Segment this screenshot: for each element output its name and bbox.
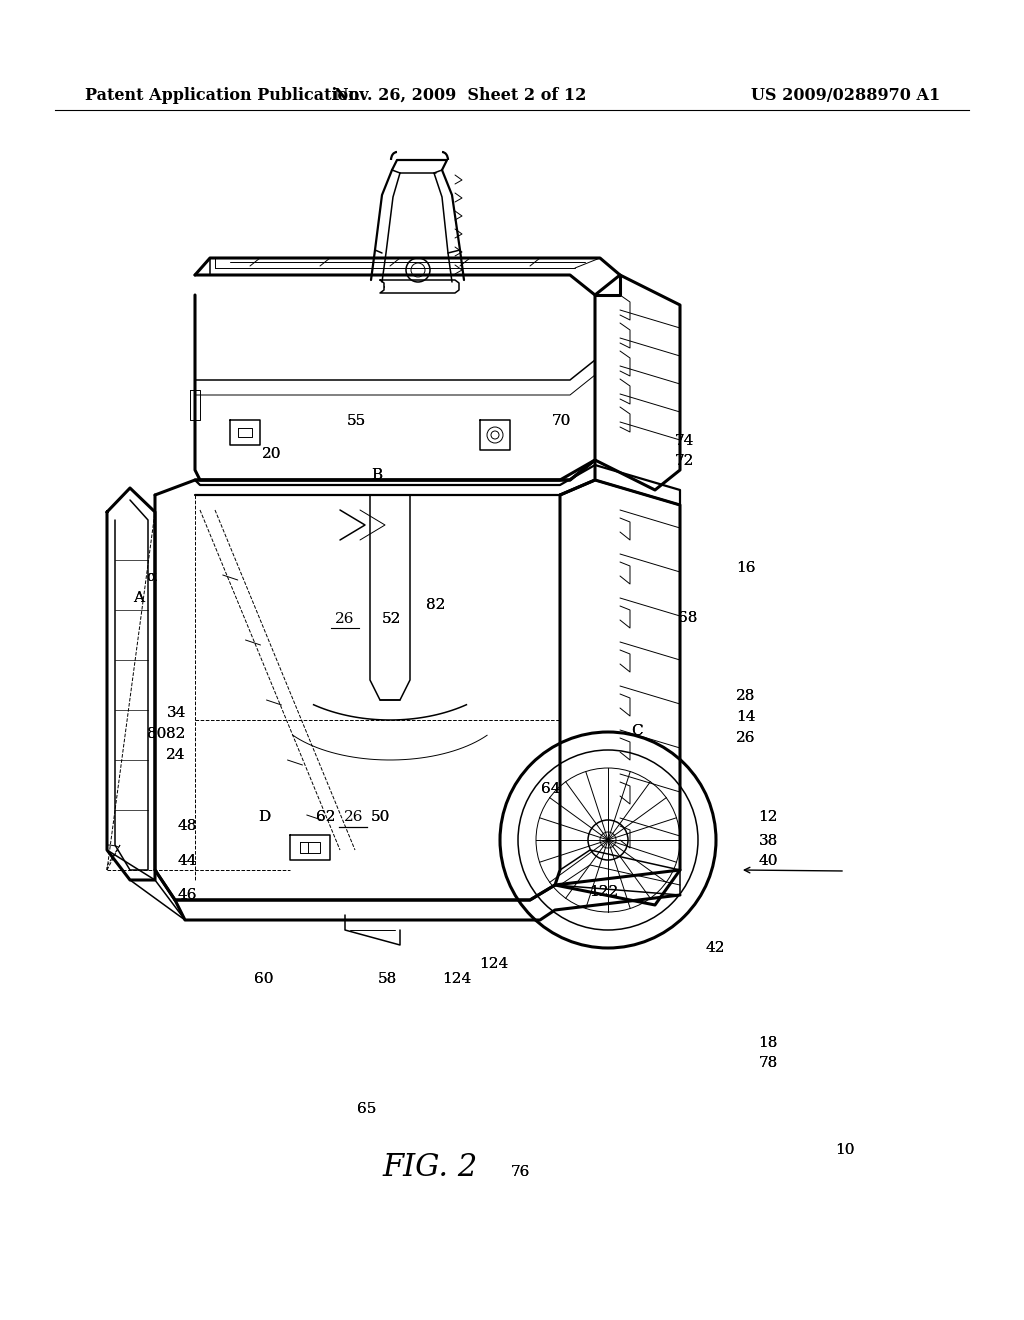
- Text: D: D: [258, 810, 270, 824]
- Text: 76: 76: [511, 1166, 529, 1179]
- Text: 50: 50: [372, 810, 390, 824]
- Text: 14: 14: [735, 710, 756, 723]
- Text: 122: 122: [590, 886, 618, 899]
- Text: 65: 65: [357, 1102, 376, 1115]
- Text: 58: 58: [378, 973, 396, 986]
- Text: US 2009/0288970 A1: US 2009/0288970 A1: [751, 87, 940, 103]
- Text: 20: 20: [261, 447, 282, 461]
- Text: 82: 82: [167, 727, 185, 741]
- Text: 40: 40: [758, 854, 778, 867]
- Text: 12: 12: [758, 810, 778, 824]
- Text: 55: 55: [347, 414, 366, 428]
- Text: 82: 82: [167, 727, 185, 741]
- Text: 44: 44: [177, 854, 198, 867]
- Text: 122: 122: [590, 886, 618, 899]
- Text: 42: 42: [705, 941, 725, 954]
- Text: 65: 65: [357, 1102, 376, 1115]
- Text: 40: 40: [758, 854, 778, 867]
- Text: 50: 50: [372, 810, 390, 824]
- Text: 48: 48: [178, 820, 197, 833]
- Text: 18: 18: [759, 1036, 777, 1049]
- Text: 82: 82: [426, 598, 444, 611]
- Text: A: A: [133, 591, 143, 605]
- Text: Nov. 26, 2009  Sheet 2 of 12: Nov. 26, 2009 Sheet 2 of 12: [334, 87, 586, 103]
- Text: 70: 70: [552, 414, 570, 428]
- Text: 34: 34: [167, 706, 185, 719]
- Text: 20: 20: [261, 447, 282, 461]
- Text: 44: 44: [177, 854, 198, 867]
- Text: 26: 26: [335, 612, 354, 626]
- Text: D: D: [258, 810, 270, 824]
- Text: 60: 60: [254, 973, 274, 986]
- Text: Patent Application Publication: Patent Application Publication: [85, 87, 359, 103]
- Text: 12: 12: [758, 810, 778, 824]
- Text: 16: 16: [735, 561, 756, 574]
- Text: 48: 48: [178, 820, 197, 833]
- Text: 74: 74: [675, 434, 693, 447]
- Text: 76: 76: [511, 1166, 529, 1179]
- Text: B: B: [372, 469, 382, 482]
- Text: C: C: [631, 725, 643, 738]
- Text: 70: 70: [552, 414, 570, 428]
- Text: 72: 72: [675, 454, 693, 467]
- Text: 62: 62: [315, 810, 336, 824]
- Text: 68: 68: [679, 611, 697, 624]
- Text: 78: 78: [759, 1056, 777, 1069]
- Text: 58: 58: [378, 973, 396, 986]
- Text: 10: 10: [835, 1143, 855, 1156]
- Text: 26: 26: [735, 731, 756, 744]
- Text: 52: 52: [382, 612, 400, 626]
- Text: 46: 46: [177, 888, 198, 902]
- Text: C: C: [631, 725, 643, 738]
- Text: 28: 28: [736, 689, 755, 702]
- Text: 24: 24: [166, 748, 186, 762]
- Text: 26: 26: [735, 731, 756, 744]
- Text: 55: 55: [347, 414, 366, 428]
- Text: 18: 18: [759, 1036, 777, 1049]
- Text: 74: 74: [675, 434, 693, 447]
- Text: 52: 52: [382, 612, 400, 626]
- Text: α: α: [146, 570, 157, 583]
- Text: 124: 124: [479, 957, 508, 970]
- Text: 38: 38: [759, 834, 777, 847]
- Text: 80: 80: [147, 727, 166, 741]
- Text: FIG. 2: FIG. 2: [382, 1152, 477, 1184]
- Text: 124: 124: [442, 973, 471, 986]
- Text: 72: 72: [675, 454, 693, 467]
- Text: 124: 124: [442, 973, 471, 986]
- Text: 24: 24: [166, 748, 186, 762]
- Text: 62: 62: [315, 810, 336, 824]
- Text: 80: 80: [147, 727, 166, 741]
- Text: 46: 46: [177, 888, 198, 902]
- Text: 60: 60: [254, 973, 274, 986]
- Text: α: α: [146, 570, 157, 583]
- Text: 64: 64: [541, 783, 561, 796]
- Text: 78: 78: [759, 1056, 777, 1069]
- Text: 38: 38: [759, 834, 777, 847]
- Text: 34: 34: [167, 706, 185, 719]
- Text: 82: 82: [426, 598, 444, 611]
- Text: 64: 64: [541, 783, 561, 796]
- Text: 28: 28: [736, 689, 755, 702]
- Text: 10: 10: [835, 1143, 855, 1156]
- Text: 16: 16: [735, 561, 756, 574]
- Text: 68: 68: [679, 611, 697, 624]
- Text: 14: 14: [735, 710, 756, 723]
- Text: A: A: [133, 591, 143, 605]
- Text: B: B: [372, 469, 382, 482]
- Text: 124: 124: [479, 957, 508, 970]
- Text: 26: 26: [343, 810, 364, 824]
- Text: 42: 42: [705, 941, 725, 954]
